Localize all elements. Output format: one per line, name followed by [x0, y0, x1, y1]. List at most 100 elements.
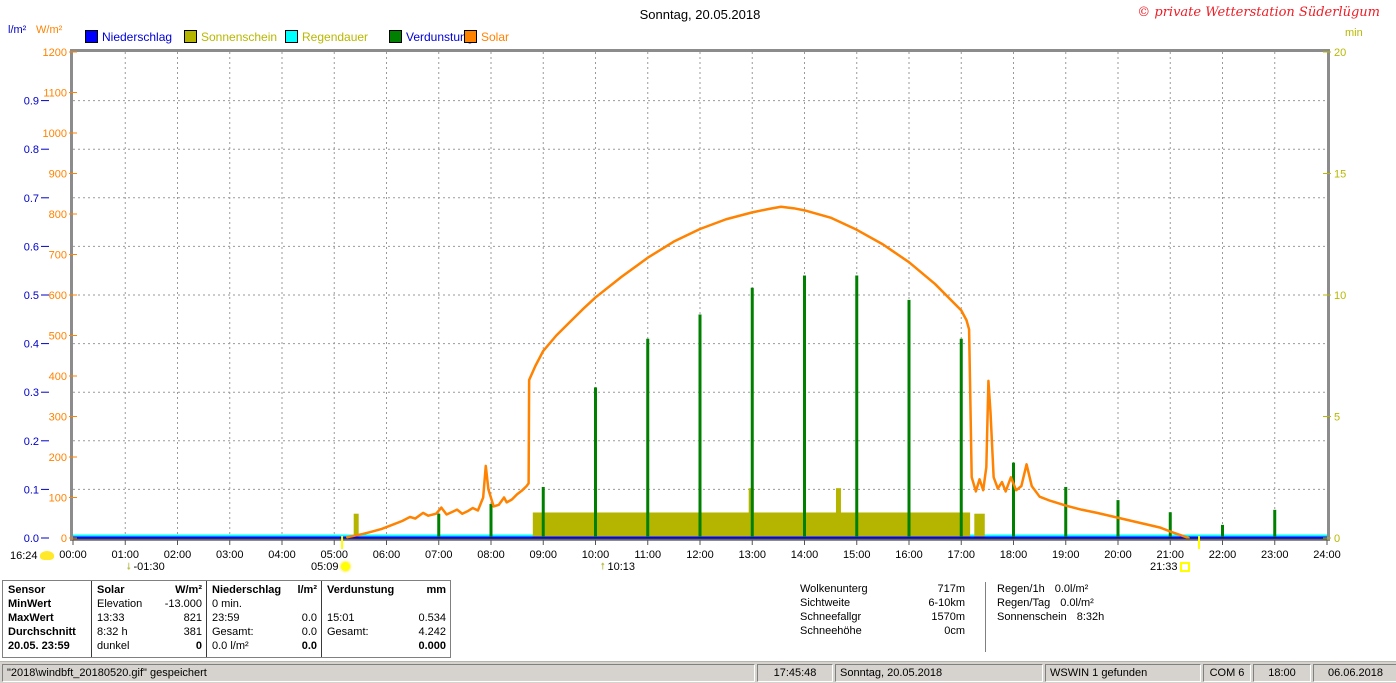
tick-label-x: 20:00 [1104, 549, 1132, 561]
stats-cell: Gesamt: 4.242 [327, 626, 446, 639]
tick-label-lm2: 0.8 [24, 144, 39, 156]
stats-column-solar: Solar W/m² Elevation -13.000 13:33 821 8:32 h 3… [91, 581, 207, 657]
status-panel-2: Sonntag, 20.05.2018 [835, 664, 1043, 682]
tick-label-x: 13:00 [738, 549, 766, 561]
status-bar: "2018\windbft_20180520.gif" gespeichert 1… [0, 661, 1396, 683]
moon-icon [39, 551, 54, 560]
stats-cell [327, 598, 446, 611]
tick-label-x: 04:00 [268, 549, 296, 561]
sunset-sun-icon [1179, 561, 1190, 572]
tick-label-x: 14:00 [791, 549, 819, 561]
info-value: 6-10km [928, 597, 965, 609]
tick-label-x: 06:00 [373, 549, 401, 561]
tick-label-x: 08:00 [477, 549, 505, 561]
info-value: 0.0l/m² [1054, 583, 1089, 595]
tick-label-wm2: 300 [49, 412, 67, 424]
tick-label-x: 22:00 [1209, 549, 1237, 561]
tick-label-wm2: 800 [49, 209, 67, 221]
moonrise-marker: ↑ 10:13 [600, 560, 635, 573]
tick-label-x: 12:00 [686, 549, 714, 561]
info-row: Sonnenschein 8:32h [997, 611, 1115, 624]
legend-label: Niederschlag [102, 29, 173, 44]
status-panel-0: "2018\windbft_20180520.gif" gespeichert [2, 664, 755, 682]
tick-label-wm2: 100 [49, 493, 67, 505]
tick-label-lm2: 0.6 [24, 241, 39, 253]
info-label: Sonnenschein [997, 611, 1067, 623]
tick-label-lm2: 0.2 [24, 436, 39, 448]
info-divider [985, 582, 986, 652]
stats-cell-value: 0.000 [418, 640, 446, 652]
tick-label-lm2: 0.0 [24, 533, 39, 545]
tick-label-x: 03:00 [216, 549, 244, 561]
chart-plot: 0.00.10.20.30.40.50.60.70.80.90100200300… [24, 47, 1347, 561]
info-row: Sichtweite 6-10km [800, 597, 965, 610]
stats-cell-label: Gesamt: [327, 626, 369, 638]
tick-label-wm2: 1000 [43, 128, 67, 140]
sunset-time-label: 21:33 [1150, 560, 1178, 573]
status-panel-3: WSWIN 1 gefunden [1045, 664, 1201, 682]
legend-item-sonnenschein: Sonnenschein [184, 30, 277, 44]
legend-item-regendauer: Regendauer [285, 30, 368, 44]
legend-label: Solar [481, 29, 510, 44]
info-label: Sichtweite [800, 597, 851, 609]
stats-cell-label: 23:59 [212, 612, 240, 624]
tick-label-x: 19:00 [1052, 549, 1080, 561]
legend-swatch-icon [389, 30, 402, 43]
tick-label-wm2: 500 [49, 331, 67, 343]
tick-label-x: 17:00 [947, 549, 975, 561]
stats-cell: Durchschnitt [8, 626, 86, 639]
stats-cell: 0.0 l/m² 0.0 [212, 640, 317, 653]
stats-cell-value: W/m² [175, 584, 202, 596]
info-row: Schneehöhe 0cm [800, 625, 965, 638]
tick-label-x: 05:00 [320, 549, 348, 561]
tick-label-wm2: 600 [49, 290, 67, 302]
sonnenschein-spike [353, 513, 359, 537]
page-title: Sonntag, 20.05.2018 [639, 7, 761, 22]
moonset-marker: ↓ -01:30 [126, 560, 165, 573]
stats-cell-value: 0.534 [418, 612, 446, 624]
sunset-marker: 21:33 [1150, 560, 1190, 573]
info-row: Schneefallgr 1570m [800, 611, 965, 624]
info-label: Schneefallgr [800, 611, 862, 623]
info-value: 717m [937, 583, 965, 595]
stats-cell-label: 0.0 l/m² [212, 640, 249, 652]
moon-time-label: 16:24 [10, 549, 38, 562]
stats-cell-value: 0.0 [301, 612, 317, 624]
tick-label-x: 10:00 [582, 549, 610, 561]
info-label: Regen/1h [997, 583, 1045, 595]
stats-cell-value: 0 [195, 640, 202, 652]
legend-swatch-icon [184, 30, 197, 43]
info-label: Regen/Tag [997, 597, 1051, 609]
moonrise-time-label: 10:13 [607, 560, 636, 573]
info-label: Schneehöhe [800, 625, 862, 637]
legend-label: Verdunstung [406, 29, 474, 44]
tick-label-lm2: 0.7 [24, 193, 39, 205]
info-label: Wolkenunterg [800, 583, 868, 595]
moonset-time-label: -01:30 [133, 560, 165, 573]
stats-cell: 13:33 821 [97, 612, 202, 625]
legend-swatch-icon [464, 30, 477, 43]
stats-cell: Elevation -13.000 [97, 598, 202, 611]
tick-label-wm2: 0 [61, 533, 67, 545]
tick-label-min: 20 [1334, 47, 1346, 59]
tick-label-x: 15:00 [843, 549, 871, 561]
info-value: 0cm [944, 625, 965, 637]
tick-label-x: 23:00 [1261, 549, 1289, 561]
legend-item-verdunstung: Verdunstung [389, 29, 474, 44]
stats-column-niederschlag: Niederschlag l/m² 0 min. 23:59 0.0 Gesamt: 0.0… [206, 581, 322, 657]
tick-label-lm2: 0.5 [24, 290, 39, 302]
status-panel-1: 17:45:48 [757, 664, 833, 682]
info-row: Regen/1h 0.0l/m² [997, 583, 1115, 596]
tick-label-x: 01:00 [111, 549, 139, 561]
stats-cell-label: Solar [97, 584, 125, 596]
legend-item-niederschlag: Niederschlag [85, 29, 173, 44]
stats-cell-label: Gesamt: [212, 626, 254, 638]
stats-cell-value: -13.000 [164, 598, 202, 610]
stats-cell: 0.000 [327, 640, 446, 653]
sonnenschein-spike [835, 488, 841, 537]
stats-cell-value: 0.0 [301, 626, 317, 638]
stats-cell-label: Verdunstung [327, 584, 395, 596]
copyright-text: © private Wetterstation Süderlügum [1137, 5, 1380, 20]
tick-label-wm2: 700 [49, 250, 67, 262]
